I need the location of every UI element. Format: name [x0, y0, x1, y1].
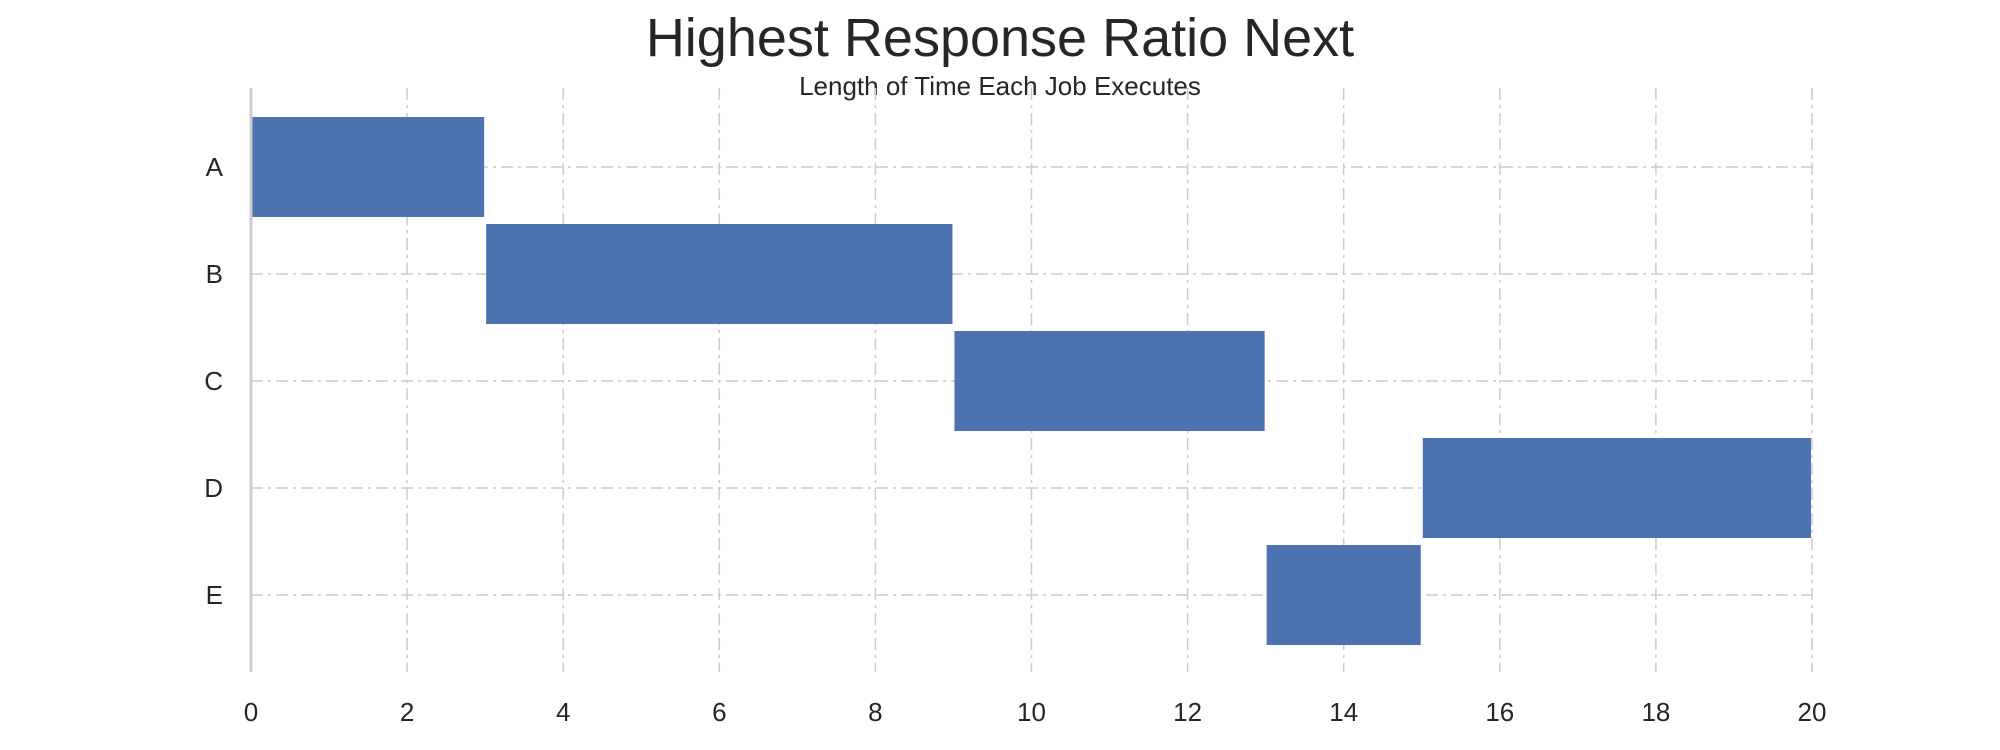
- x-tick-label: 12: [1173, 697, 1202, 727]
- x-tick-label: 8: [868, 697, 882, 727]
- x-tick-label: 16: [1485, 697, 1514, 727]
- x-tick-label: 18: [1641, 697, 1670, 727]
- x-tick-label: 20: [1798, 697, 1827, 727]
- y-tick-label: D: [204, 473, 223, 503]
- x-tick-label: 6: [712, 697, 726, 727]
- x-tick-label: 10: [1017, 697, 1046, 727]
- x-tick-label: 0: [244, 697, 258, 727]
- gantt-bar-c: [954, 331, 1265, 431]
- bar-layer: [252, 117, 1811, 645]
- gantt-bar-e: [1266, 545, 1421, 645]
- label-layer: A B C D E 0 2 4 6 8 10 12 14 16 18 20: [204, 152, 1826, 727]
- chart-subtitle: Length of Time Each Job Executes: [799, 71, 1201, 101]
- x-tick-label: 2: [400, 697, 414, 727]
- x-tick-label: 14: [1329, 697, 1358, 727]
- gantt-bar-a: [252, 117, 485, 217]
- y-tick-label: B: [206, 259, 223, 289]
- gantt-bar-d: [1422, 438, 1811, 538]
- chart-title: Highest Response Ratio Next: [645, 8, 1355, 68]
- gantt-bar-b: [486, 224, 953, 324]
- y-tick-label: E: [206, 580, 223, 610]
- y-tick-label: C: [204, 366, 223, 396]
- x-tick-label: 4: [556, 697, 570, 727]
- y-tick-label: A: [206, 152, 224, 182]
